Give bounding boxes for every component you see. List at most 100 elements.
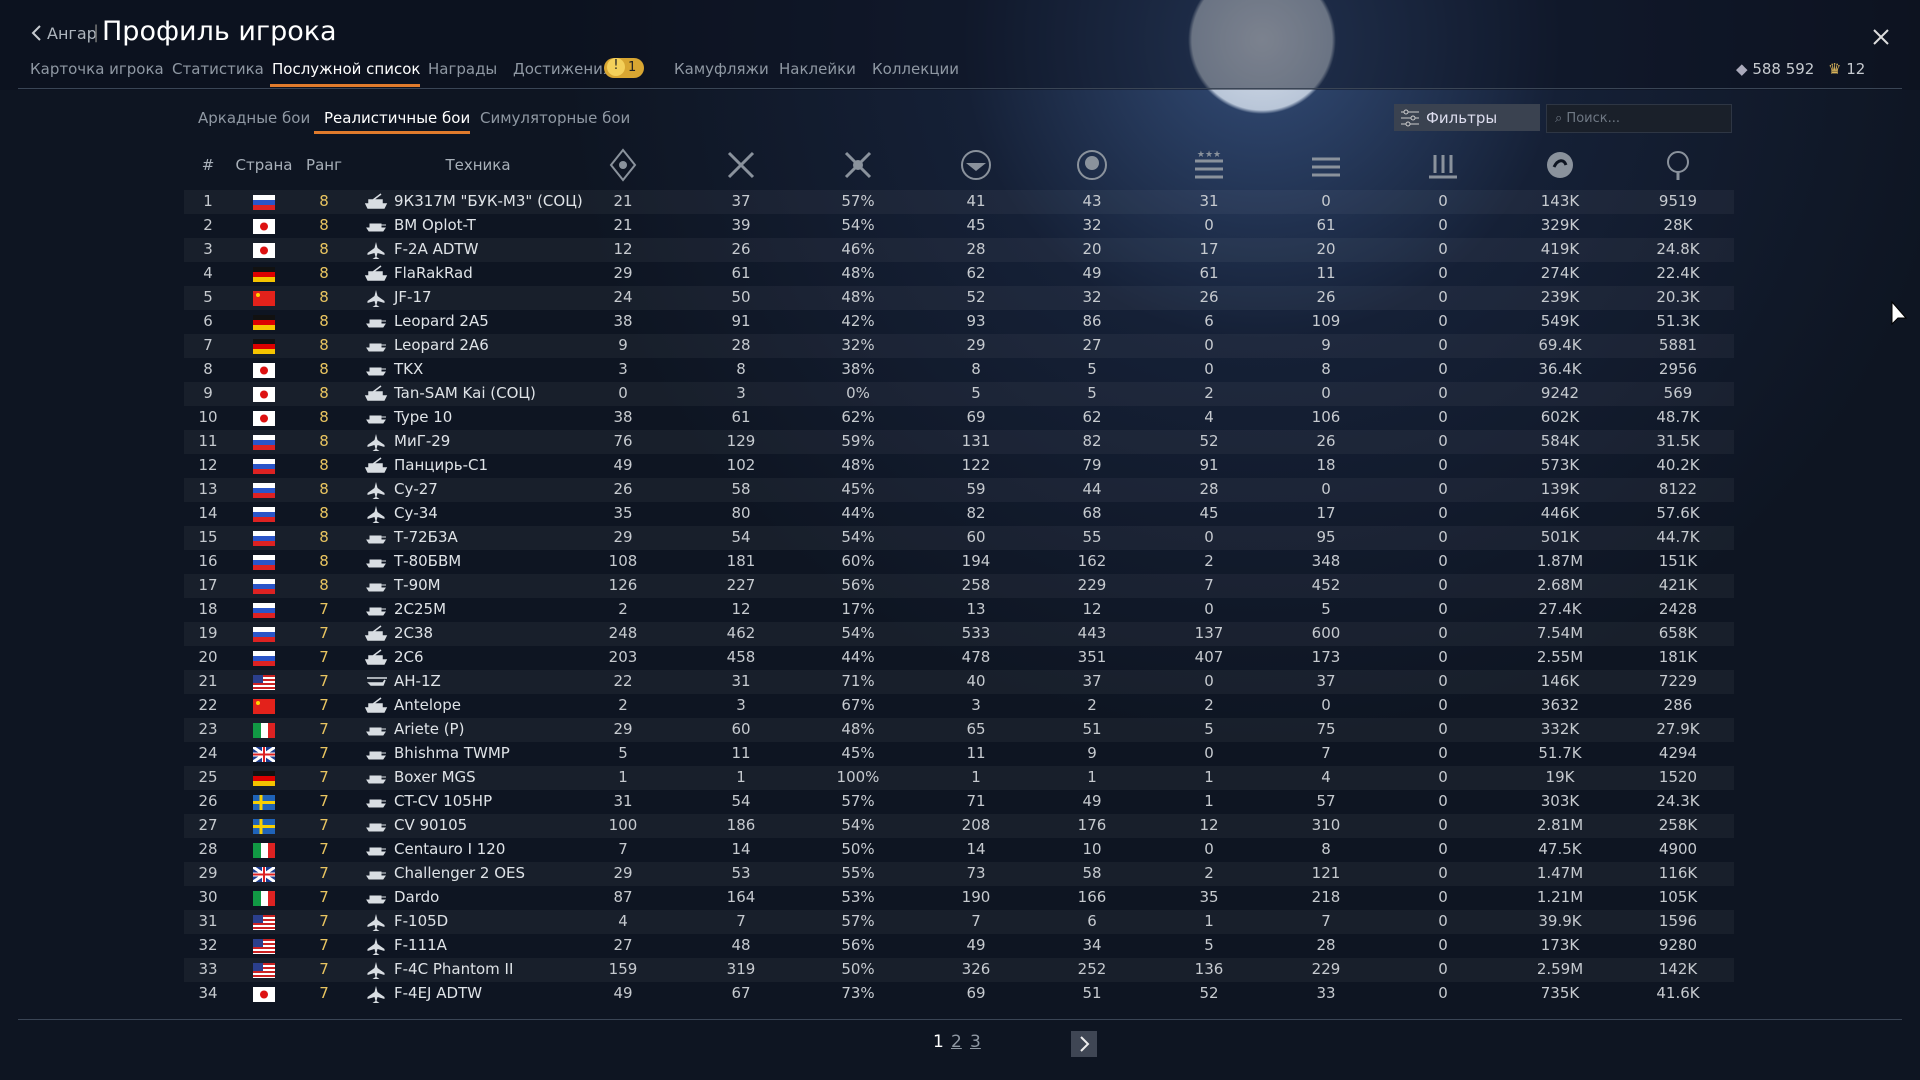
filters-button[interactable]: Фильтры	[1394, 104, 1540, 131]
vehicle-name[interactable]: МиГ-29	[394, 432, 451, 450]
tab[interactable]: Награды	[428, 60, 498, 78]
gold-balance: ♛ 12	[1828, 60, 1866, 78]
stat-value: 0	[1204, 672, 1214, 690]
stat-value: 7	[1321, 912, 1331, 930]
tab[interactable]: Карточка игрока	[30, 60, 164, 78]
vehicle-name[interactable]: 2С38	[394, 624, 434, 642]
vehicle-name[interactable]: JF-17	[394, 288, 432, 306]
stat-value: 60	[966, 528, 986, 546]
stat-value: 32%	[841, 336, 875, 354]
tab[interactable]: Камуфляжи	[674, 60, 769, 78]
stat-value: 5	[1321, 600, 1331, 618]
back-link[interactable]: Ангар	[47, 24, 97, 43]
mode-tab[interactable]: Аркадные бои	[198, 109, 311, 127]
stat-value: 573K	[1540, 456, 1580, 474]
tab[interactable]: Достижения	[513, 60, 612, 78]
tab[interactable]: Статистика	[172, 60, 264, 78]
row-number: 32	[198, 936, 218, 954]
vehicle-name[interactable]: Т-80БВМ	[394, 552, 462, 570]
vehicle-name[interactable]: Antelope	[394, 696, 461, 714]
vehicle-name[interactable]: Dardo	[394, 888, 440, 906]
country-flag	[253, 339, 275, 354]
tab[interactable]: Коллекции	[872, 60, 959, 78]
vehicle-name[interactable]: Challenger 2 OES	[394, 864, 526, 882]
vehicle-name[interactable]: CV 90105	[394, 816, 468, 834]
mode-tab[interactable]: Реалистичные бои	[324, 109, 471, 127]
vehicle-name[interactable]: FlaRakRad	[394, 264, 473, 282]
vehicle-name[interactable]: Centauro I 120	[394, 840, 506, 858]
vehicle-name[interactable]: Т-90М	[394, 576, 441, 594]
stat-value: 0	[1204, 744, 1214, 762]
vehicle-name[interactable]: Bhishma TWMP	[394, 744, 510, 762]
vehicle-name[interactable]: F-111A	[394, 936, 447, 954]
stat-value: 1.21M	[1536, 888, 1584, 906]
column-header: Техника	[445, 156, 511, 174]
stat-value: 6	[1087, 912, 1097, 930]
vehicle-name[interactable]: Т-72Б3А	[394, 528, 458, 546]
stat-value: 53	[731, 864, 751, 882]
stat-value: 1	[971, 768, 981, 786]
vehicle-type-icon	[366, 895, 386, 904]
vehicle-name[interactable]: Leopard 2A6	[394, 336, 489, 354]
vehicle-name[interactable]: 2С6	[394, 648, 424, 666]
next-page[interactable]	[1071, 1031, 1097, 1057]
stat-value: 146K	[1540, 672, 1580, 690]
vehicle-name[interactable]: 2С25М	[394, 600, 447, 618]
vehicle-name[interactable]: TKX	[394, 360, 424, 378]
stat-value: 2	[1087, 696, 1097, 714]
row-number: 4	[203, 264, 213, 282]
stat-value: 73%	[841, 984, 875, 1002]
stat-value: 17	[1199, 240, 1219, 258]
stat-value: 129	[726, 432, 756, 450]
row-number: 8	[203, 360, 213, 378]
stat-value: 131	[961, 432, 991, 450]
vehicle-name[interactable]: 9К317М "БУК-М3" (СОЦ)	[394, 192, 583, 210]
back-arrow[interactable]	[30, 24, 42, 42]
vehicle-name[interactable]: CT-CV 105HP	[394, 792, 493, 810]
silver-balance: ◆ 588 592	[1736, 60, 1815, 78]
vehicle-type-icon	[366, 775, 386, 784]
stat-value: 31	[731, 672, 751, 690]
country-flag	[253, 579, 275, 594]
rank: 8	[319, 576, 329, 594]
page-number[interactable]: 1	[933, 1032, 944, 1052]
close-button[interactable]	[1872, 28, 1890, 46]
stat-value: 142K	[1658, 960, 1698, 978]
vehicle-name[interactable]: F-4EJ ADTW	[394, 984, 483, 1002]
stat-value: 8	[971, 360, 981, 378]
tab[interactable]: Послужной список	[272, 60, 421, 78]
stat-value: 0	[1438, 408, 1448, 426]
row-stripe	[184, 238, 1734, 262]
vehicle-name[interactable]: Tan-SAM Kai (СОЦ)	[394, 384, 536, 402]
vehicle-type-icon	[366, 871, 386, 880]
page-number[interactable]: 2	[951, 1032, 962, 1052]
stat-value: 549K	[1540, 312, 1580, 330]
tab[interactable]: Наклейки	[779, 60, 856, 78]
vehicle-name[interactable]: Панцирь-С1	[394, 456, 489, 474]
vehicle-name[interactable]: Boxer MGS	[394, 768, 476, 786]
mode-tab[interactable]: Симуляторные бои	[480, 109, 631, 127]
page-number[interactable]: 3	[970, 1032, 981, 1052]
country-flag	[253, 699, 275, 714]
filters-label: Фильтры	[1426, 109, 1498, 127]
country-flag	[253, 675, 275, 690]
vehicle-name[interactable]: Type 10	[394, 408, 453, 426]
stat-value: 21	[613, 216, 633, 234]
stat-value: 136	[1194, 960, 1224, 978]
stat-value: 0	[1438, 864, 1448, 882]
country-flag	[253, 483, 275, 498]
vehicle-name[interactable]: BM Oplot-T	[394, 216, 476, 234]
vehicle-name[interactable]: F-105D	[394, 912, 449, 930]
vehicle-name[interactable]: F-4C Phantom II	[394, 960, 514, 978]
vehicle-name[interactable]: F-2A ADTW	[394, 240, 479, 258]
stat-value: 49	[966, 936, 986, 954]
row-stripe	[184, 958, 1734, 982]
vehicle-name[interactable]: AH-1Z	[394, 672, 441, 690]
vehicle-name[interactable]: Су-34	[394, 504, 438, 522]
vehicle-name[interactable]: Ariete (P)	[394, 720, 465, 738]
row-number: 2	[203, 216, 213, 234]
vehicle-name[interactable]: Су-27	[394, 480, 438, 498]
search-input[interactable]: ⌕ Поиск...	[1546, 104, 1732, 133]
vehicle-name[interactable]: Leopard 2A5	[394, 312, 489, 330]
stat-value: 0	[1438, 696, 1448, 714]
